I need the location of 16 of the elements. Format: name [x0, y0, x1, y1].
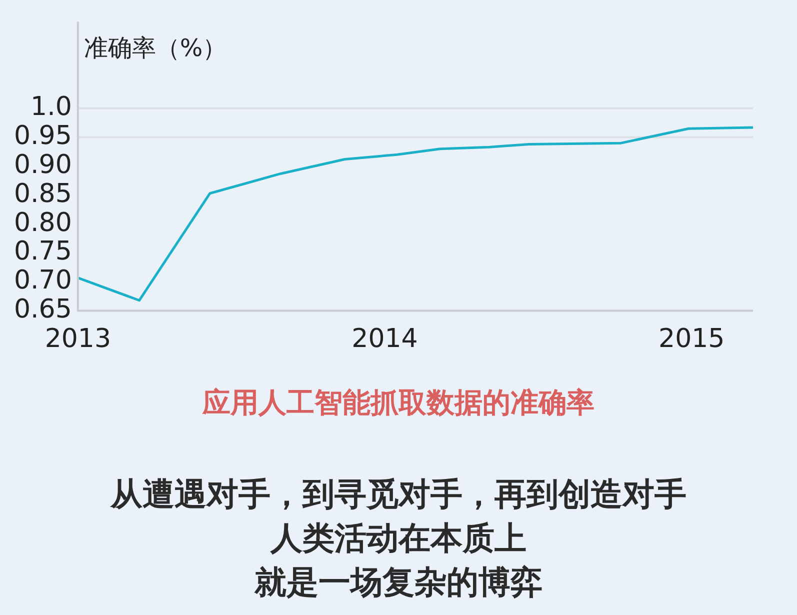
y-tick-label: 0.85	[14, 178, 72, 209]
text: 人类活动在本质上	[269, 518, 528, 559]
y-tick-label: 0.90	[14, 150, 72, 180]
y-tick-label: 0.70	[14, 266, 72, 296]
y-tick-label: 0.75	[14, 236, 72, 267]
y-axis-title: 准确率（%）	[84, 34, 227, 62]
text: 应用人工智能抓取数据的准确率	[201, 385, 596, 421]
y-tick-label: 0.95	[14, 121, 72, 152]
x-tick-label: 2013	[44, 324, 111, 354]
y-tick-label: 0.65	[14, 294, 72, 325]
y-tick-label: 0.80	[14, 208, 72, 238]
text: 从遭遇对手，到寻觅对手，再到创造对手	[109, 474, 688, 515]
x-tick-label: 2015	[658, 324, 725, 354]
text: 就是一场复杂的博弈	[253, 562, 544, 603]
x-tick-label: 2014	[352, 324, 418, 354]
y-tick-label: 1.0	[30, 92, 72, 122]
